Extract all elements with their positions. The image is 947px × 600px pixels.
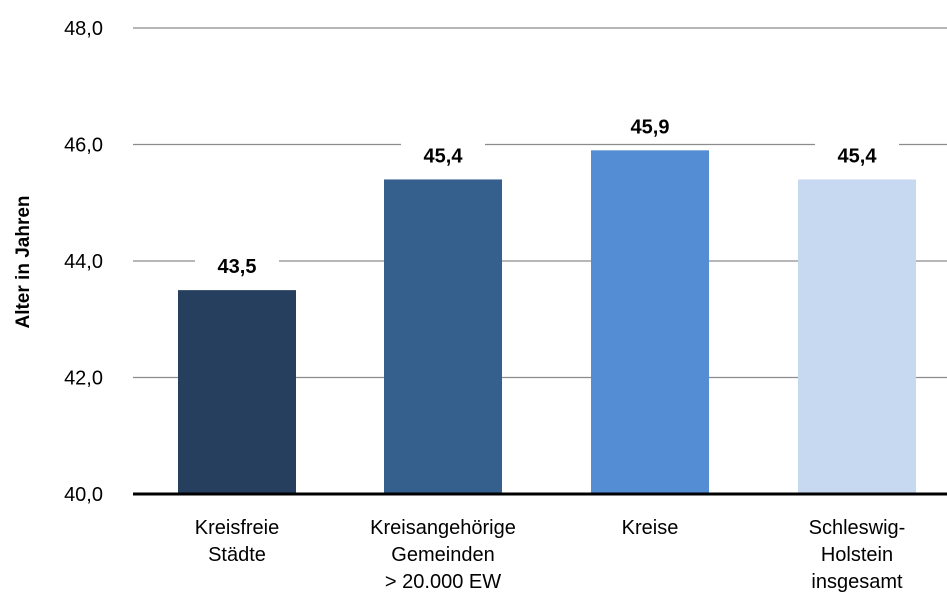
data-label: 43,5 — [218, 256, 257, 278]
y-tick-labels: 40,0 42,0 44,0 46,0 48,0 — [64, 18, 103, 506]
y-tick-label: 46,0 — [64, 135, 103, 157]
bars — [178, 150, 916, 494]
data-label-background — [608, 113, 692, 140]
category-label: Kreisangehörige Gemeinden > 20.000 EW — [370, 517, 516, 593]
data-label-background — [815, 142, 899, 169]
data-label: 45,4 — [838, 145, 878, 167]
data-label-background — [401, 142, 485, 169]
category-label: Schleswig-Holstein insgesamt — [809, 517, 906, 593]
data-label: 45,9 — [631, 116, 670, 138]
y-tick-label: 42,0 — [64, 368, 103, 390]
data-label-background — [195, 253, 279, 280]
category-label: Kreise — [622, 517, 679, 539]
data-label: 45,4 — [424, 145, 464, 167]
bar — [798, 179, 916, 494]
y-tick-label: 40,0 — [64, 484, 103, 506]
y-axis-title: Alter in Jahren — [13, 195, 34, 328]
data-labels: 43,5 45,4 45,9 45,4 — [195, 113, 899, 280]
bar — [178, 290, 296, 494]
category-labels: Kreisfreie Städte Kreisangehörige Gemeinden… — [195, 517, 906, 593]
category-label: Kreisfreie Städte — [195, 517, 279, 566]
y-tick-label: 48,0 — [64, 18, 103, 40]
y-tick-label: 44,0 — [64, 251, 103, 273]
bar — [384, 179, 502, 494]
bar — [591, 150, 709, 494]
